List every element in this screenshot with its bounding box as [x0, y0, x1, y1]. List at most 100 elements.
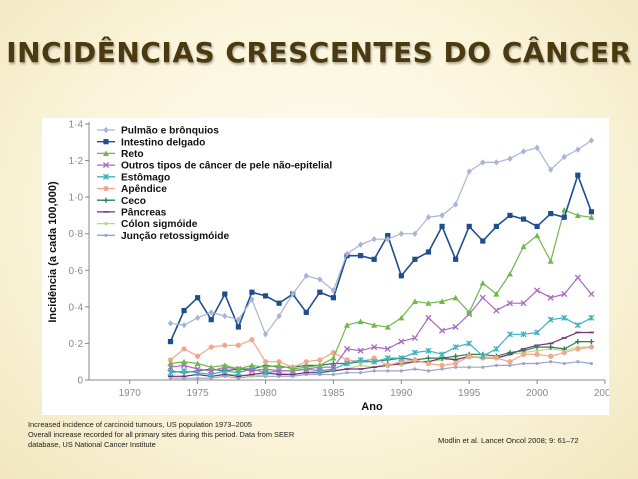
series-6-point [575, 339, 581, 345]
series-0-point [466, 168, 472, 175]
series-2-point [547, 258, 554, 264]
series-1-point [575, 172, 581, 178]
series-9-point [277, 374, 281, 378]
legend-swatch-marker [104, 233, 108, 237]
series-9-point [196, 376, 200, 380]
legend-swatch-marker [103, 139, 109, 145]
series-3-point [371, 344, 378, 351]
series-9-line [170, 361, 592, 379]
series-5-point [262, 359, 269, 365]
series-2-point [194, 360, 201, 367]
legend-swatch-marker [102, 173, 110, 180]
series-0-point [262, 331, 269, 338]
series-0-point [439, 212, 445, 219]
series-9-point [589, 361, 594, 366]
legend-swatch-marker [103, 126, 109, 134]
series-9-point [481, 365, 485, 369]
series-9-point [508, 363, 512, 367]
series-2-point [398, 314, 405, 321]
series-1-point [561, 214, 567, 220]
series-3-point [438, 327, 446, 334]
series-5-point [439, 362, 445, 368]
series-1-point [548, 211, 554, 217]
x-tick-label: 2005 [594, 388, 609, 399]
legend-swatch-marker [103, 150, 109, 156]
series-8-point [250, 374, 254, 378]
series-1-point [425, 249, 432, 255]
series-9-point [494, 363, 498, 367]
series-4-point [561, 314, 568, 321]
caption-line: database, US National Cancer Institute [28, 440, 156, 449]
caption-line: Overall increase recorded for all primar… [28, 430, 295, 439]
series-2-point [506, 270, 513, 277]
series-4-point [398, 355, 405, 362]
series-0-point [290, 290, 296, 298]
y-axis-label: Incidência (a cada 100,000) [47, 181, 59, 323]
x-tick-label: 1980 [254, 388, 277, 399]
legend-swatch-marker [102, 162, 110, 169]
series-4-point [439, 351, 446, 358]
line-chart: 0 0·2 0·4 0·6 0·8 1·0 1·2 1·4 1970 1975 1980 1985 19… [47, 120, 609, 414]
y-tick-label: 0 [77, 376, 83, 387]
series-1-point [466, 223, 472, 229]
series-5-point [208, 344, 214, 350]
series-1-point [493, 223, 499, 229]
y-tick-label: 0·2 [69, 339, 84, 350]
y-tick-label: 0·4 [69, 302, 84, 313]
series-9-point [413, 367, 417, 371]
series-0-point [249, 296, 255, 303]
series-9-point [345, 371, 349, 375]
series-2-point [520, 243, 527, 250]
series-3-point [194, 365, 201, 373]
series-6-point [330, 360, 337, 367]
series-2-point [181, 358, 188, 365]
series-2-point [357, 318, 364, 325]
series-4-line [170, 317, 592, 376]
series-4-point [466, 340, 473, 347]
series-1-point [303, 309, 309, 315]
y-tick-label: 1·2 [69, 156, 84, 167]
series-2-point [574, 212, 581, 219]
series-0-point [357, 241, 364, 248]
series-0-point [561, 153, 567, 161]
series-5-point [344, 357, 350, 363]
y-tick-label: 1·4 [69, 120, 84, 131]
series-2-point [330, 355, 337, 361]
series-8-point [399, 363, 403, 367]
series-5-point [249, 337, 255, 343]
series-8-point [358, 363, 363, 367]
series-1-point [235, 324, 241, 330]
series-6-point [453, 353, 459, 359]
series-2-point [221, 362, 228, 368]
series-9-point [386, 369, 390, 373]
series-3-point [425, 314, 432, 321]
legend-swatch-marker [104, 222, 108, 226]
series-9-point [562, 361, 566, 366]
series-0-point [588, 137, 595, 144]
y-tick-label: 0·6 [69, 266, 84, 277]
series-0-point [195, 314, 201, 322]
legend-label: Intestino delgado [121, 137, 205, 148]
series-1-point [439, 223, 445, 229]
series-0-point [371, 236, 377, 243]
series-2-point [466, 309, 473, 315]
legend-swatch-marker [103, 185, 109, 192]
series-1-point [357, 253, 364, 259]
series-5-point [181, 346, 187, 352]
legend-label: Apêndice [121, 184, 167, 195]
series-2-point [493, 291, 500, 297]
series-4-point [493, 345, 500, 352]
series-0-point [385, 236, 391, 243]
series-0-point [520, 148, 527, 155]
series-1-point [507, 212, 513, 219]
legend-swatch-marker [103, 197, 109, 203]
series-5-point [425, 360, 432, 367]
series-0-point [317, 276, 323, 283]
series-0-point [453, 201, 459, 208]
series-2-point [276, 362, 283, 368]
figure-caption: Increased incidence of carcinoid tumours… [28, 420, 408, 450]
y-tick-label: 1·0 [69, 193, 84, 204]
series-6-point [548, 344, 554, 350]
series-1-point [195, 295, 201, 301]
series-4-point [479, 353, 486, 360]
